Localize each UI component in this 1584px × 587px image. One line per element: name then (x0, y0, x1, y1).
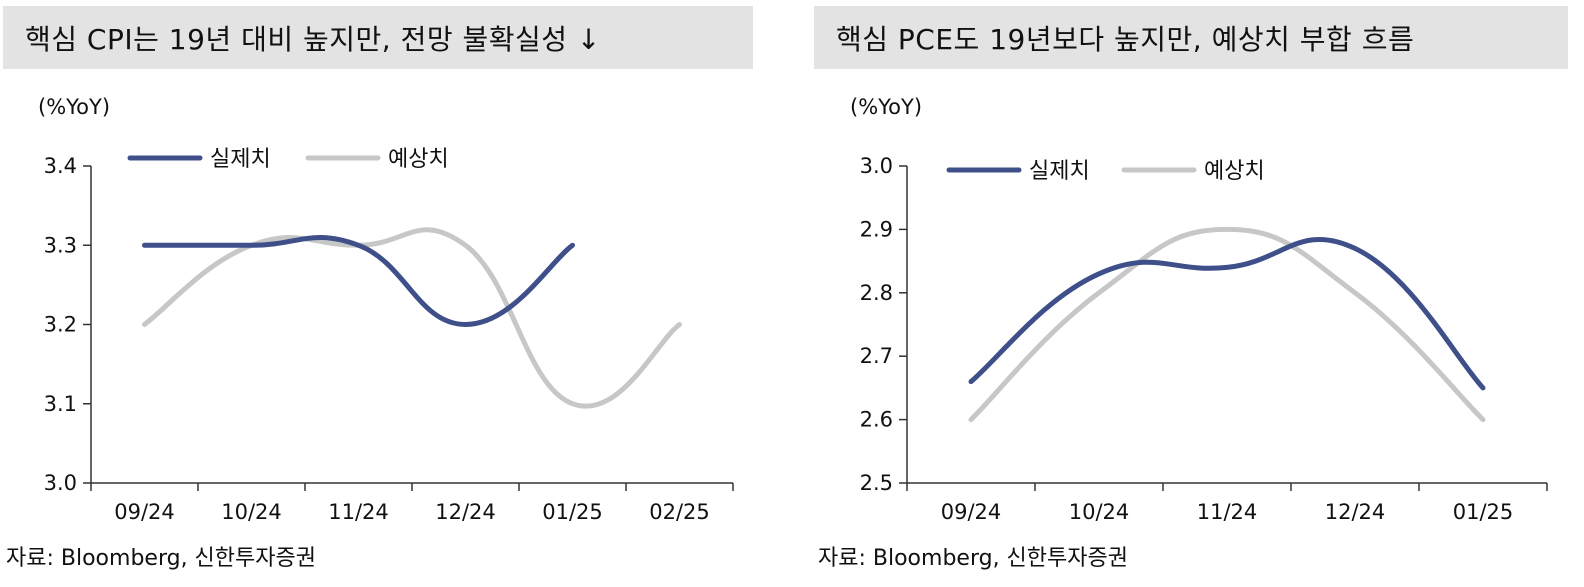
pce-series-forecast-line (968, 226, 1486, 423)
cpi-x-tick-label: 12/24 (435, 500, 496, 524)
cpi-source-note: 자료: Bloomberg, 신한투자증권 (6, 546, 316, 571)
cpi-x-tick-label: 11/24 (328, 500, 389, 524)
pce-title-bar: 핵심 PCE도 19년보다 높지만, 예상치 부합 흐름 (814, 6, 1568, 69)
pce-line-chart: 2.5 2.6 2.7 2.8 2.9 3.0 09/24 10/24 11/24 12/24 01… (860, 154, 1548, 524)
cpi-title-bar: 핵심 CPI는 19년 대비 높지만, 전망 불확실성 ↓ (3, 6, 753, 69)
cpi-y-tick-label: 3.4 (44, 154, 77, 178)
cpi-y-tick-label: 3.0 (44, 471, 77, 495)
pce-y-tick-label: 2.5 (860, 471, 893, 495)
cpi-panel: 핵심 CPI는 19년 대비 높지만, 전망 불확실성 ↓ (%YoY) 3.0… (0, 0, 760, 587)
cpi-line-chart: 3.0 3.1 3.2 3.3 3.4 09/24 10/24 11/24 12/24 01/25… (44, 147, 734, 524)
pce-chart-title: 핵심 PCE도 19년보다 높지만, 예상치 부합 흐름 (836, 23, 1415, 56)
cpi-unit-label: (%YoY) (38, 95, 111, 119)
pce-x-tick-label: 09/24 (941, 500, 1002, 524)
pce-panel: 핵심 PCE도 19년보다 높지만, 예상치 부합 흐름 (%YoY) 2.5 2… (812, 0, 1584, 587)
pce-x-tick-label: 11/24 (1197, 500, 1258, 524)
pce-y-tick-label: 2.6 (860, 408, 893, 432)
cpi-x-tick-label: 01/25 (542, 500, 603, 524)
cpi-chart-title: 핵심 CPI는 19년 대비 높지만, 전망 불확실성 ↓ (25, 23, 601, 56)
cpi-legend-label-forecast: 예상치 (388, 147, 449, 172)
pce-unit-label: (%YoY) (850, 95, 923, 119)
cpi-legend-label-actual: 실제치 (210, 147, 271, 172)
cpi-x-tick-label: 02/25 (649, 500, 710, 524)
cpi-y-tick-label: 3.1 (44, 392, 77, 416)
pce-legend-label-forecast: 예상치 (1204, 159, 1265, 184)
cpi-x-tick-label: 10/24 (221, 500, 282, 524)
cpi-y-tick-label: 3.2 (44, 313, 77, 337)
cpi-y-tick-label: 3.3 (44, 233, 77, 257)
pce-y-tick-label: 3.0 (860, 154, 893, 178)
pce-legend-label-actual: 실제치 (1029, 159, 1090, 184)
cpi-series-actual-line (142, 235, 575, 327)
pce-x-tick-label: 12/24 (1325, 500, 1386, 524)
pce-y-tick-label: 2.8 (860, 281, 893, 305)
cpi-x-tick-label: 09/24 (114, 500, 175, 524)
pce-y-tick-label: 2.7 (860, 344, 893, 368)
pce-y-tick-label: 2.9 (860, 217, 893, 241)
pce-source-note: 자료: Bloomberg, 신한투자증권 (818, 546, 1128, 571)
cpi-series-forecast-line (142, 227, 682, 409)
pce-x-tick-label: 10/24 (1069, 500, 1130, 524)
pce-series-actual-line (968, 236, 1486, 391)
pce-x-tick-label: 01/25 (1453, 500, 1514, 524)
